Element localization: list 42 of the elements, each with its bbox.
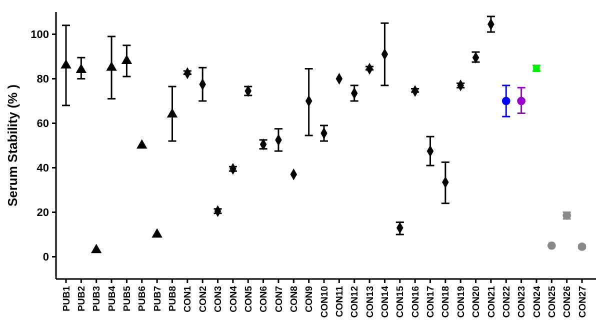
x-tick-label: PUB3 — [92, 286, 103, 312]
x-tick-label: CON20 — [471, 286, 482, 318]
x-tick-label: CON23 — [516, 286, 528, 318]
x-tick-label: PUB6 — [137, 286, 148, 312]
x-tick-label: CON5 — [243, 285, 254, 312]
y-tick-label: 20 — [36, 207, 49, 220]
x-tick-label: CON6 — [258, 286, 270, 312]
x-tick-label: CON7 — [274, 286, 285, 312]
x-tick-label: CON17 — [426, 286, 437, 318]
x-tick-label: CON3 — [213, 286, 224, 312]
y-tick-label: 40 — [36, 162, 49, 175]
x-tick-label: CON14 — [380, 285, 392, 318]
x-tick-label: CON12 — [350, 286, 361, 318]
x-tick-label: CON10 — [319, 286, 330, 318]
x-tick-label: CON19 — [456, 286, 467, 318]
x-tick-label: CON15 — [395, 285, 406, 318]
y-axis-title: Serum Stability (% ) — [5, 84, 20, 207]
x-tick-label: CON16 — [410, 286, 422, 318]
x-tick-label: PUB7 — [152, 286, 164, 312]
x-tick-label: CON26 — [562, 286, 574, 318]
x-tick-label: CON27 — [577, 286, 588, 318]
x-tick-label: CON2 — [198, 286, 209, 312]
y-tick-label: 80 — [36, 74, 49, 86]
x-tick-label: CON1 — [182, 285, 194, 312]
x-tick-label: CON4 — [228, 285, 240, 312]
x-tick-label: PUB2 — [76, 286, 88, 312]
x-tick-label: CON11 — [334, 285, 346, 318]
x-tick-label: CON9 — [304, 286, 316, 312]
x-tick-label: PUB1 — [61, 285, 72, 312]
x-tick-label: CON25 — [546, 285, 558, 318]
x-tick-label: CON24 — [532, 285, 543, 318]
x-tick-label: CON13 — [364, 286, 376, 318]
y-tick-label: 100 — [30, 29, 49, 42]
y-tick-label: 0 — [42, 252, 49, 264]
x-tick-label: CON8 — [288, 286, 300, 312]
x-tick-label: CON18 — [440, 286, 452, 318]
x-tick-label: PUB5 — [122, 285, 134, 312]
x-tick-label: CON22 — [501, 286, 512, 318]
x-tick-label: PUB8 — [168, 286, 179, 312]
x-tick-label: PUB4 — [106, 285, 118, 312]
y-tick-label: 60 — [36, 118, 49, 130]
x-tick-label: CON21 — [486, 285, 498, 318]
